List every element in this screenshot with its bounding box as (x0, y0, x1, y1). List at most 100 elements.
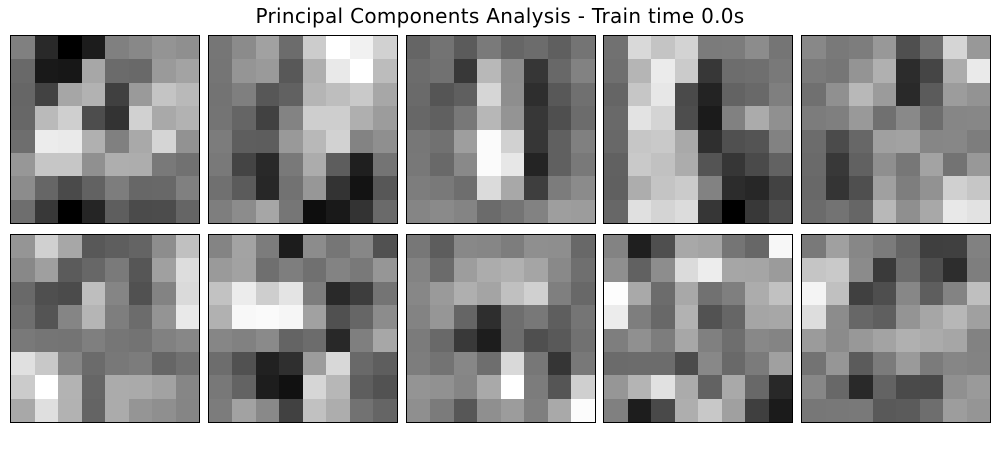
pixel-cell (232, 129, 256, 153)
pixel-cell (698, 129, 722, 153)
pixel-cell (232, 59, 256, 83)
pixel-cell (175, 351, 199, 376)
pixel-cell (627, 351, 652, 376)
pixel-cell (604, 375, 628, 399)
pixel-cell (627, 129, 652, 153)
pixel-cell (849, 328, 873, 352)
pixel-cell (966, 305, 990, 329)
pixel-cell (128, 351, 152, 376)
pixel-cell (547, 199, 571, 223)
pixel-cell (477, 152, 501, 177)
figure-title: Principal Components Analysis - Train ti… (255, 4, 745, 28)
pixel-cell (547, 398, 571, 422)
pixel-cell (208, 59, 233, 83)
pixel-cell (11, 106, 35, 130)
pixel-cell (524, 176, 548, 200)
pixel-cell (547, 305, 571, 329)
pixel-cell (453, 375, 477, 399)
pixel-cell (81, 305, 105, 329)
pixel-cell (698, 152, 722, 177)
pixel-cell (349, 281, 374, 306)
pixel-cell (11, 152, 35, 177)
pixel-cell (849, 305, 873, 329)
pixel-cell (430, 305, 454, 329)
pixel-cell (105, 328, 129, 352)
pixel-cell (500, 328, 524, 352)
pixel-cell (547, 281, 571, 306)
pixel-cell (34, 152, 58, 177)
pixel-cell (34, 199, 58, 223)
pixel-cell (966, 36, 990, 60)
pixel-cell (802, 152, 826, 177)
pixel-cell (943, 281, 967, 306)
pixel-cell (698, 351, 722, 376)
pixel-cell (349, 351, 374, 376)
pixel-cell (430, 235, 454, 259)
pixel-cell (58, 235, 82, 259)
pixel-cell (651, 375, 675, 399)
pixel-cell (34, 235, 58, 259)
pixel-cell (872, 36, 896, 60)
pixel-cell (896, 59, 920, 83)
pixel-cell (477, 106, 501, 130)
pixel-cell (279, 82, 303, 107)
pixel-cell (255, 199, 280, 223)
pixel-cell (255, 106, 280, 130)
pixel-cell (571, 152, 595, 177)
pixel-cell (849, 375, 873, 399)
pixel-cell (349, 36, 374, 60)
pixel-cell (279, 258, 303, 282)
pixel-cell (11, 305, 35, 329)
pixel-cell (698, 106, 722, 130)
pixel-cell (547, 152, 571, 177)
pixel-cell (11, 59, 35, 83)
pixel-cell (175, 129, 199, 153)
pixel-cell (896, 235, 920, 259)
pixel-cell (802, 106, 826, 130)
pixel-cell (604, 351, 628, 376)
pixel-cell (128, 258, 152, 282)
pixel-cell (175, 375, 199, 399)
pixel-cell (430, 328, 454, 352)
pixel-cell (326, 281, 350, 306)
pixel-cell (674, 176, 699, 200)
pixel-cell (745, 235, 769, 259)
pixel-cell (34, 328, 58, 352)
pixel-cell (373, 176, 397, 200)
pixel-cell (721, 36, 746, 60)
pixel-cell (175, 305, 199, 329)
pixel-cell (674, 36, 699, 60)
pixel-cell (674, 106, 699, 130)
pixel-cell (802, 235, 826, 259)
pixel-cell (430, 129, 454, 153)
pixel-cell (105, 305, 129, 329)
component-image-6 (10, 234, 200, 423)
pixel-cell (966, 258, 990, 282)
pixel-cell (919, 152, 943, 177)
pixel-cell (524, 235, 548, 259)
pixel-cell (373, 235, 397, 259)
pixel-cell (849, 129, 873, 153)
pixel-cell (128, 328, 152, 352)
pixel-cell (208, 176, 233, 200)
pixel-cell (279, 36, 303, 60)
pixel-cell (326, 129, 350, 153)
pixel-cell (406, 281, 430, 306)
pixel-cell (373, 106, 397, 130)
pixel-cell (627, 398, 652, 422)
pixel-cell (571, 258, 595, 282)
pixel-cell (674, 281, 699, 306)
pixel-cell (500, 375, 524, 399)
pixel-cell (698, 199, 722, 223)
pixel-cell (604, 129, 628, 153)
pixel-cell (208, 106, 233, 130)
pixel-cell (58, 129, 82, 153)
pixel-cell (453, 235, 477, 259)
component-image-2 (207, 35, 398, 224)
pixel-cell (302, 82, 327, 107)
pixel-cell (105, 199, 129, 223)
component-image-3 (405, 35, 596, 224)
pixel-cell (81, 36, 105, 60)
pixel-cell (326, 199, 350, 223)
pixel-cell (34, 305, 58, 329)
